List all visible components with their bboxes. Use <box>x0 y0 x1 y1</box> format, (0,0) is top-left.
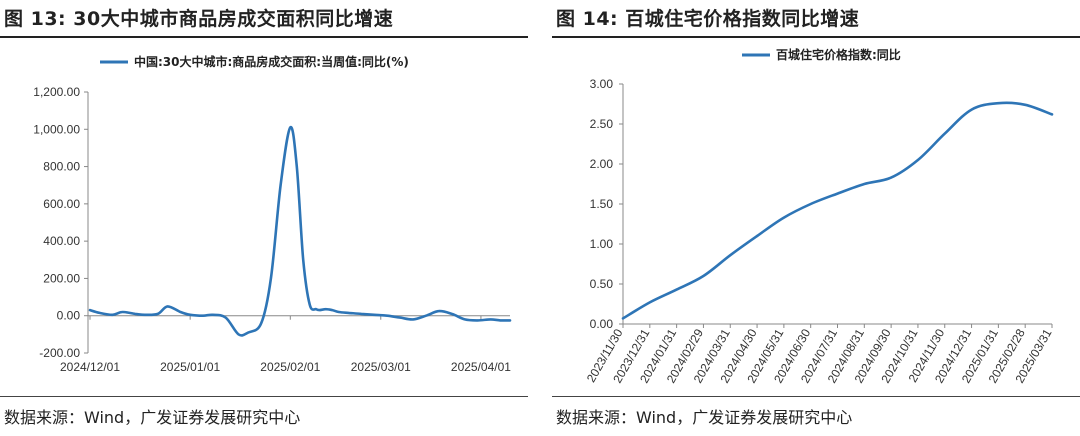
y-tick-label: 0.00 <box>590 317 614 331</box>
y-tick-label: 1,000.00 <box>33 122 80 136</box>
line-chart-left: 中国:30大中城市:商品房成交面积:当周值:同比(%) -200.00 0.00 2… <box>33 54 512 374</box>
line-chart-right: 百城住宅价格指数:同比 0.00 0.50 1.00 1.50 2.00 2.50 3.00… <box>584 47 1055 386</box>
legend-label: 中国:30大中城市:商品房成交面积:当周值:同比(%) <box>134 54 409 69</box>
axes: 0.000.501.001.502.002.503.002023/11/3020… <box>584 77 1055 386</box>
y-tick-label: 1.50 <box>590 197 614 211</box>
y-tick-label: 400.00 <box>43 234 80 248</box>
x-tick-label: 2025/02/01 <box>260 360 320 374</box>
source-note: 数据来源：Wind，广发证券发展研究中心 <box>4 408 301 427</box>
y-tick-label: 3.00 <box>590 77 614 91</box>
figure-label: 图 14: <box>556 8 619 30</box>
legend-label: 百城住宅价格指数:同比 <box>776 47 901 62</box>
series-line <box>88 125 512 337</box>
y-tick-label: 800.00 <box>43 160 80 174</box>
footer-divider <box>0 396 528 397</box>
figure-title-text: 30大中城市商品房成交面积同比增速 <box>73 8 394 30</box>
x-tick-label: 2025/03/01 <box>351 360 411 374</box>
y-tick-label: 2.00 <box>590 157 614 171</box>
y-tick-label: 1.00 <box>590 237 614 251</box>
figure-title: 图 14: 百城住宅价格指数同比增速 <box>556 4 859 31</box>
y-tick-label: -200.00 <box>39 346 80 360</box>
figure-title: 图 13: 30大中城市商品房成交面积同比增速 <box>4 4 393 31</box>
legend: 中国:30大中城市:商品房成交面积:当周值:同比(%) <box>100 54 409 69</box>
legend: 百城住宅价格指数:同比 <box>742 47 901 62</box>
figure-label: 图 13: <box>4 8 67 30</box>
y-tick-label: 0.50 <box>590 277 614 291</box>
x-tick-label: 2025/04/01 <box>451 360 511 374</box>
source-note: 数据来源：Wind，广发证券发展研究中心 <box>556 408 853 427</box>
series-line <box>621 101 1054 320</box>
y-tick-label: 1,200.00 <box>33 85 80 99</box>
title-divider <box>0 36 528 38</box>
x-tick-label: 2024/12/01 <box>60 360 120 374</box>
title-divider <box>552 36 1080 38</box>
axes: -200.00 0.00 200.00 400.00 600.00 800.00 1,000… <box>33 85 511 374</box>
footer-divider <box>552 396 1080 397</box>
y-tick-label: 600.00 <box>43 197 80 211</box>
figure-title-text: 百城住宅价格指数同比增速 <box>625 8 860 30</box>
y-tick-label: 0.00 <box>57 309 81 323</box>
y-tick-label: 200.00 <box>43 271 80 285</box>
y-tick-label: 2.50 <box>590 117 614 131</box>
x-tick-label: 2025/01/01 <box>160 360 220 374</box>
